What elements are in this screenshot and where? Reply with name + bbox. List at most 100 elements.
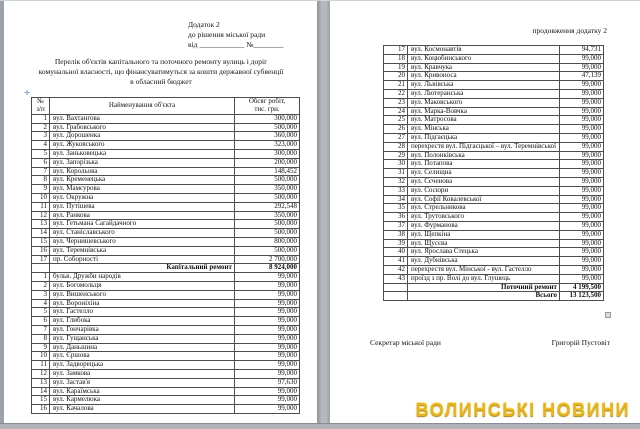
table-row: 3 вул. Дорошенка 360,000 [31,131,300,142]
object-name: вул. Сєченова [407,176,560,187]
row-value: 99,000 [559,124,604,134]
signature-role: Секретар міської ради [370,338,441,347]
table-row: 29 вул. Полонківська 99,000 [383,150,604,161]
document-page-2: продовження додатку 2 17 вул. Космонавтів… [330,0,640,423]
row-number: 1 [31,113,50,124]
row-value: 350,000 [234,210,300,221]
streets-table-page1: № з/п Найменування об'єкта Обсяг робіт, … [31,97,300,414]
streets-table-page2: 17 вул. Космонавтів 94,731 18 вул. Коцюбинсь… [383,45,604,302]
row-value: 99,000 [234,351,300,362]
table-row: 35 вул. Стрельникова 99,000 [383,203,604,214]
object-name: вул. Гончарівка [49,324,235,335]
object-name: вул. Вахтангова [49,113,235,124]
table-row: 30 вул. Потапова 99,000 [383,159,604,170]
column-header-name: Найменування об'єкта [49,97,235,115]
table-row: 12 вул. Ранкова 350,000 [31,210,300,221]
row-value: 500,000 [234,228,300,238]
row-number: 28 [383,141,408,152]
row-value: 323,000 [234,140,300,150]
row-number: 3 [31,131,50,142]
object-name: вул. Замкова [49,368,235,379]
table-move-handle-icon[interactable]: ✛ [24,89,30,97]
object-name: вул. Львівська [407,80,560,90]
row-value: 500,000 [234,175,300,186]
row-value: 99,000 [559,168,604,178]
table-header-row: № з/п Найменування об'єкта Обсяг робіт, … [31,97,300,115]
row-number: 16 [31,245,50,256]
object-name: вул. Корольова [49,166,235,177]
row-value: 99,000 [559,141,604,152]
row-value: 99,000 [234,324,300,335]
row-number: 40 [383,247,408,258]
row-value: 200,000 [234,157,300,168]
table-row: 25 вул. Матросова 99,000 [383,115,604,126]
current-total-value: 4 199,500 [559,282,604,293]
object-name: вул. Щепкіна [407,229,560,240]
table-row: 5 вул. Заньковецька 300,000 [31,148,300,159]
object-name: вул. Кременецька [49,175,235,186]
row-number: 35 [383,203,408,214]
table-row: 2 вул. Богомольця 99,000 [31,280,300,291]
document-page-1: Додаток 2 до рішення міської ради від __… [4,0,317,423]
table-row: 4 вул. Вороніхіна 99,000 [31,298,300,309]
table-row: 38 вул. Щепкіна 99,000 [383,229,604,240]
object-name: вул. Ранкова [49,210,235,221]
table-row: 4 вул. Жуковського 323,000 [31,140,300,150]
table-row: 43 проїзд з пр. Волі до вул. Глушець 99,00… [383,273,604,284]
capital-total-label: Капітальний ремонт [49,263,235,274]
row-number: 10 [31,351,50,362]
row-value: 99,000 [559,62,604,73]
row-number: 17 [383,45,408,55]
object-name: вул. Караїмська [49,386,235,397]
row-number: 22 [383,88,408,99]
row-value: 99,000 [234,272,300,282]
table-row: 33 вул. Сосюри 99,000 [383,185,604,196]
row-value: 99,000 [559,176,604,187]
row-number: 1 [31,272,50,282]
row-number: 9 [31,184,50,194]
row-value: 500,000 [234,219,300,230]
object-name: вул. Полонківська [407,150,560,161]
row-number: 41 [383,256,408,266]
document-title: Перелік об'єктів капітального та поточно… [38,57,284,86]
row-number: 19 [383,62,408,73]
row-number: 12 [31,210,50,221]
row-value: 99,000 [234,368,300,379]
grand-total-value: 13 123,500 [559,291,604,302]
row-number: 14 [31,386,50,397]
row-value: 2 700,000 [234,254,300,265]
row-value: 99,000 [234,395,300,406]
row-number: 6 [31,316,50,326]
grand-total-row: Всього 13 123,500 [383,291,604,302]
row-number: 9 [31,342,50,353]
row-value: 99,000 [559,256,604,266]
volynski-novyny-watermark: ВОЛИНСЬКІ НОВИНИ [415,400,630,420]
object-name: вул. Потапова [407,159,560,170]
object-name: вул. Космонавтів [407,45,560,55]
table-row: 32 вул. Сєченова 99,000 [383,176,604,187]
object-name: вул. Кривоноса [407,71,560,82]
table-row: 39 вул. Щусєва 99,000 [383,238,604,249]
row-number: 21 [383,80,408,90]
end-of-cell-marker [605,312,611,318]
row-value: 99,000 [234,307,300,318]
current-total-row: Поточний ремонт 4 199,500 [383,282,604,293]
appendix-reference: Додаток 2 до рішення міської ради від __… [188,20,284,49]
table-row: 1 бульв. Дружби народів 99,000 [31,272,300,282]
table-row: 10 вул. Окружна 500,000 [31,192,300,203]
table-row: 14 вул. Караїмська 99,000 [31,386,300,397]
object-name: вул. Мамсурова [49,184,235,194]
row-value: 47,139 [559,71,604,82]
table-row: 22 вул. Лютеранська 99,000 [383,88,604,99]
row-value: 99,000 [234,298,300,309]
object-name: вул. Окружна [49,192,235,203]
row-number: 6 [31,157,50,168]
row-value: 99,000 [234,342,300,353]
object-name: вул. Селищна [407,168,560,178]
object-name: вул. Вороніхіна [49,298,235,309]
object-name: вул. Грабовського [49,122,235,133]
object-name: вул. Гущанська [49,333,235,344]
row-number: 8 [31,333,50,344]
row-number: 15 [31,236,50,247]
row-value: 292,548 [234,201,300,212]
